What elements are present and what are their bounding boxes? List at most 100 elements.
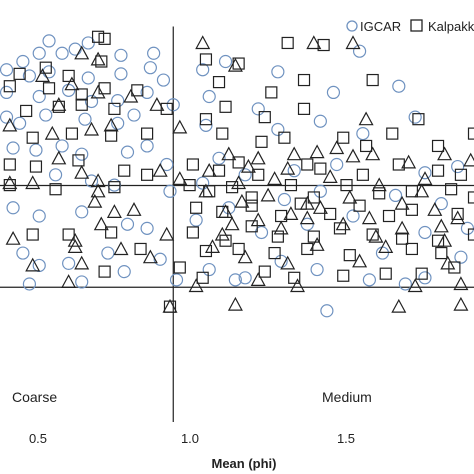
triangle-point bbox=[394, 220, 410, 235]
igcar-point bbox=[39, 108, 53, 122]
igcar-point bbox=[271, 122, 285, 137]
kalpakkam-point bbox=[445, 183, 458, 196]
igcar-point bbox=[251, 102, 265, 116]
triangle-point bbox=[368, 228, 384, 243]
kalpakkam-point bbox=[297, 73, 311, 87]
igcar-point bbox=[32, 89, 46, 104]
igcar-point bbox=[147, 46, 161, 60]
kalpakkam-point bbox=[278, 131, 291, 144]
igcar-point bbox=[111, 94, 125, 108]
triangle-point bbox=[299, 210, 315, 225]
triangle-point bbox=[329, 140, 345, 155]
igcar-point bbox=[398, 277, 412, 291]
kalpakkam-point bbox=[199, 113, 213, 126]
igcar-point bbox=[166, 98, 180, 112]
kalpakkam-point bbox=[134, 242, 147, 256]
kalpakkam-point bbox=[199, 53, 213, 66]
kalpakkam-point bbox=[386, 127, 399, 140]
igcar-point bbox=[460, 221, 474, 235]
triangle-point bbox=[289, 278, 306, 293]
igcar-point bbox=[218, 54, 233, 69]
igcar-point bbox=[22, 69, 37, 83]
igcar-point bbox=[238, 168, 252, 182]
igcar-point bbox=[451, 159, 465, 174]
igcar-point bbox=[196, 176, 210, 190]
triangle-point bbox=[113, 241, 129, 256]
triangle-point bbox=[152, 162, 168, 177]
igcar-point bbox=[42, 34, 56, 48]
triangle-point bbox=[234, 193, 250, 208]
igcar-point bbox=[313, 184, 327, 198]
kalpakkam-point bbox=[284, 179, 298, 192]
kalpakkam-point bbox=[467, 191, 474, 204]
kalpakkam-point bbox=[98, 82, 111, 95]
igcar-point bbox=[120, 145, 135, 159]
triangle-point bbox=[345, 35, 361, 50]
kalpakkam-point bbox=[415, 267, 428, 280]
kalpakkam-point bbox=[405, 185, 418, 198]
kalpakkam-point bbox=[435, 246, 448, 260]
kalpakkam-point bbox=[324, 207, 337, 221]
igcar-point bbox=[202, 89, 216, 104]
igcar-point bbox=[75, 205, 89, 219]
triangle-point bbox=[250, 150, 266, 165]
triangle-point bbox=[51, 150, 67, 165]
igcar-point bbox=[313, 114, 327, 128]
kalpakkam-point bbox=[3, 179, 16, 192]
kalpakkam-point bbox=[131, 84, 144, 97]
kalpakkam-point bbox=[431, 164, 445, 177]
triangle-point bbox=[414, 183, 430, 198]
igcar-point bbox=[6, 141, 20, 155]
triangle-point bbox=[25, 175, 41, 190]
triangle-point bbox=[463, 152, 474, 167]
triangle-point bbox=[25, 257, 41, 272]
igcar-point bbox=[140, 85, 154, 100]
kalpakkam-point bbox=[65, 127, 79, 140]
igcar-point bbox=[274, 254, 288, 268]
kalpakkam-point bbox=[190, 201, 203, 214]
igcar-point bbox=[78, 112, 92, 126]
triangle-point bbox=[188, 278, 204, 293]
igcar-point bbox=[330, 157, 344, 172]
igcar-point bbox=[408, 110, 422, 124]
x-axis-label: Mean (phi) bbox=[212, 456, 277, 471]
kalpakkam-point bbox=[3, 80, 16, 93]
kalpakkam-point bbox=[108, 181, 121, 194]
triangle-point bbox=[201, 162, 217, 177]
kalpakkam-point bbox=[72, 154, 85, 167]
triangle-point bbox=[440, 255, 456, 270]
igcar-point bbox=[75, 147, 89, 161]
triangle-point bbox=[250, 272, 266, 286]
igcar-point bbox=[310, 262, 324, 277]
data-markers bbox=[0, 30, 474, 318]
legend-igcar-marker bbox=[346, 20, 358, 32]
triangle-point bbox=[433, 218, 449, 233]
kalpakkam-point bbox=[245, 220, 258, 233]
kalpakkam-point bbox=[467, 127, 474, 140]
kalpakkam-point bbox=[108, 102, 121, 115]
kalpakkam-point bbox=[451, 207, 464, 221]
triangle-point bbox=[450, 210, 466, 225]
igcar-point bbox=[320, 304, 334, 318]
igcar-point bbox=[271, 65, 285, 79]
kalpakkam-point bbox=[366, 73, 379, 87]
region-label-medium: Medium bbox=[322, 389, 372, 405]
triangle-point bbox=[453, 276, 469, 291]
igcar-point bbox=[228, 273, 242, 287]
kalpakkam-point bbox=[62, 69, 75, 83]
kalpakkam-point bbox=[337, 269, 350, 282]
kalpakkam-point bbox=[186, 226, 199, 239]
triangle-point bbox=[378, 239, 394, 253]
igcar-point bbox=[32, 46, 46, 60]
kalpakkam-point bbox=[448, 261, 461, 274]
igcar-point bbox=[62, 83, 76, 97]
triangle-point bbox=[172, 171, 188, 185]
kalpakkam-point bbox=[219, 234, 232, 247]
igcar-point bbox=[32, 258, 46, 273]
kalpakkam-point bbox=[245, 191, 258, 204]
triangle-point bbox=[142, 249, 158, 264]
igcar-point bbox=[140, 221, 154, 235]
triangle-point bbox=[352, 253, 368, 268]
kalpakkam-point bbox=[356, 168, 369, 181]
